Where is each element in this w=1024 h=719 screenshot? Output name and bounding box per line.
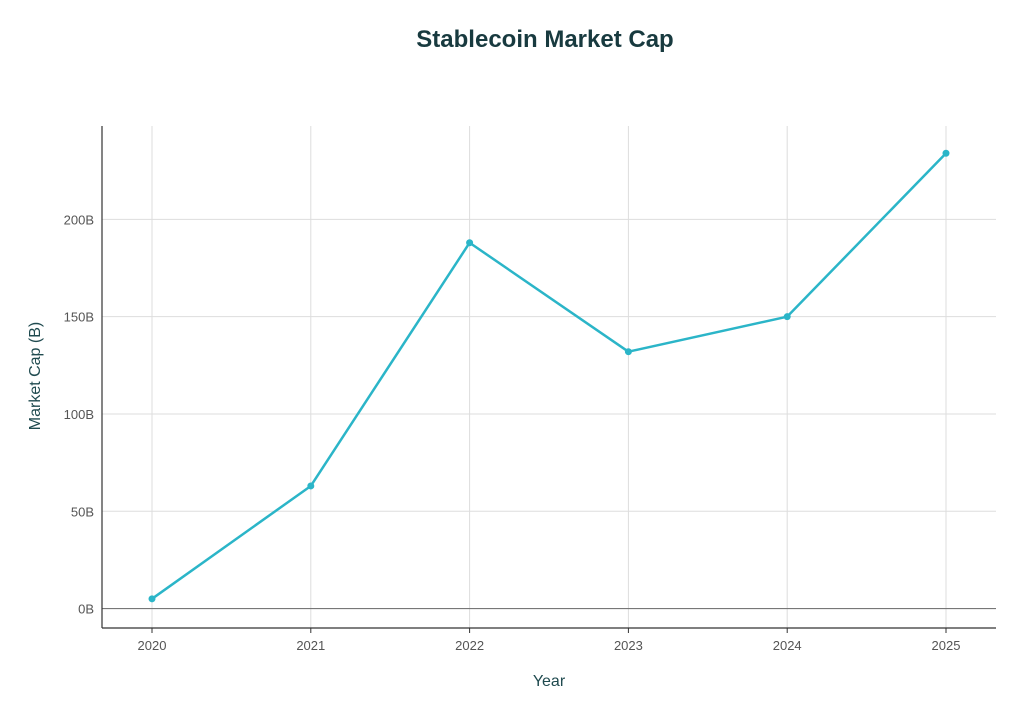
x-tick-label: 2025 [932,638,961,653]
series-layer [148,149,950,603]
data-point [783,313,791,321]
x-axis-label: Year [533,673,566,690]
x-tick-label: 2020 [138,638,167,653]
y-tick-label: 50B [71,504,94,519]
data-point [942,149,950,157]
y-tick-label: 0B [78,602,94,617]
x-tick-label: 2023 [614,638,643,653]
data-point [307,482,315,490]
y-tick-label: 200B [64,212,94,227]
axes [101,126,996,633]
data-point [148,595,156,603]
data-point [624,348,632,356]
x-tick-label: 2021 [296,638,325,653]
chart-title: Stablecoin Market Cap [416,26,673,53]
series-line [150,151,948,601]
x-tick-label: 2022 [455,638,484,653]
x-tick-label: 2024 [773,638,802,653]
y-tick-label: 150B [64,310,94,325]
y-tick-label: 100B [64,407,94,422]
data-point [466,239,474,247]
tick-labels: 0B 50B 100B 150B 200B 2020 2021 2022 2023 2024 202… [64,212,961,653]
y-axis-label: Market Cap (B) [27,322,44,430]
grid-lines [102,126,996,628]
